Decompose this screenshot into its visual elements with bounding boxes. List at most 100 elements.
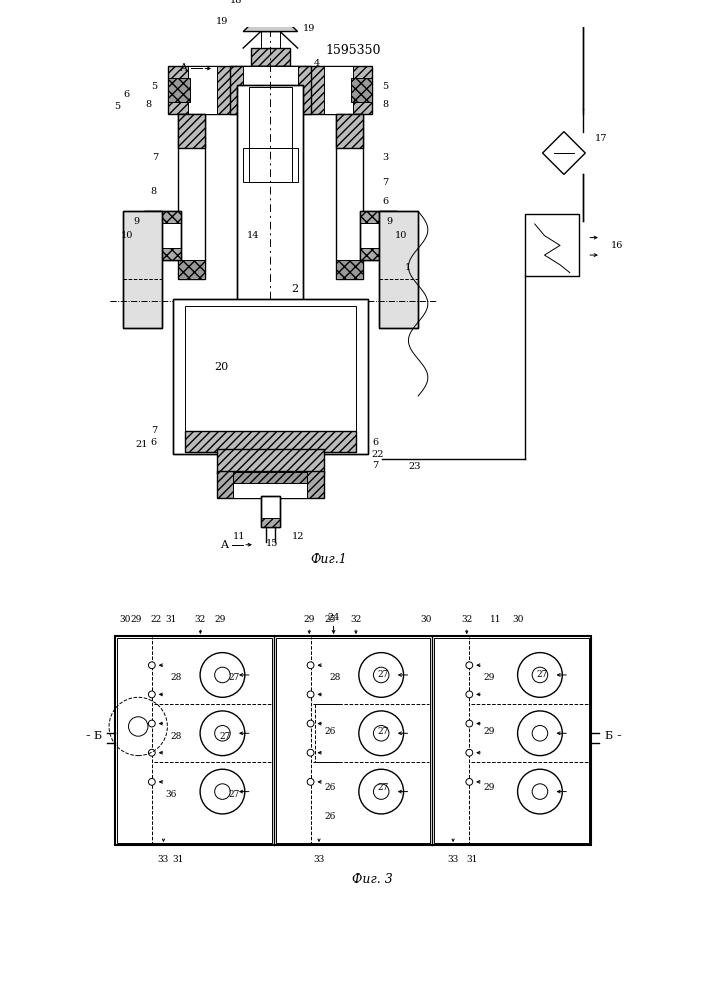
Bar — [144, 211, 181, 260]
Text: 29: 29 — [483, 783, 494, 792]
Text: 7: 7 — [151, 426, 157, 435]
Text: 28: 28 — [170, 732, 182, 741]
Bar — [178, 114, 205, 148]
Text: 28: 28 — [170, 673, 182, 682]
Text: 26: 26 — [325, 727, 336, 736]
Bar — [178, 260, 205, 279]
Text: -: - — [616, 729, 621, 743]
Text: 26: 26 — [325, 812, 336, 821]
Text: 32: 32 — [461, 615, 472, 624]
Bar — [379, 211, 418, 328]
Bar — [168, 66, 373, 114]
Text: 31: 31 — [467, 855, 478, 864]
Text: 11: 11 — [490, 615, 502, 624]
Text: 10: 10 — [120, 231, 133, 240]
Bar — [251, 48, 290, 66]
Text: 33: 33 — [448, 855, 459, 864]
Text: 7: 7 — [373, 461, 378, 470]
Text: 2: 2 — [291, 284, 298, 294]
Bar — [144, 248, 181, 260]
Text: A: A — [220, 540, 228, 550]
Bar — [117, 638, 271, 843]
Text: 20: 20 — [215, 362, 229, 372]
Circle shape — [466, 778, 473, 785]
Text: 23: 23 — [408, 462, 421, 471]
Text: 8: 8 — [382, 100, 388, 109]
Text: Фиг.1: Фиг.1 — [310, 553, 347, 566]
Bar — [178, 114, 205, 148]
Text: 29: 29 — [214, 615, 226, 624]
Bar — [360, 211, 397, 260]
Text: Б: Б — [93, 731, 102, 741]
Circle shape — [466, 749, 473, 756]
Text: Фиг. 3: Фиг. 3 — [352, 873, 393, 886]
Circle shape — [307, 720, 314, 727]
Bar — [243, 66, 298, 114]
Bar — [261, 496, 280, 527]
Text: 27: 27 — [229, 673, 240, 682]
Bar — [123, 211, 161, 328]
Bar — [185, 431, 356, 452]
Bar — [262, 0, 278, 5]
Text: 14: 14 — [247, 231, 259, 240]
Text: 18: 18 — [230, 0, 243, 5]
Text: 30: 30 — [513, 615, 524, 624]
Bar — [262, 0, 278, 5]
Text: -: - — [86, 729, 90, 743]
Text: 5: 5 — [382, 82, 388, 91]
Bar — [249, 148, 292, 182]
Text: 27: 27 — [378, 727, 389, 736]
Text: 28: 28 — [329, 673, 341, 682]
Bar — [230, 66, 311, 114]
Bar — [434, 638, 589, 843]
Circle shape — [148, 662, 156, 669]
Bar — [173, 299, 368, 454]
Text: 8: 8 — [146, 100, 152, 109]
Circle shape — [307, 749, 314, 756]
Text: 12: 12 — [291, 532, 304, 541]
Text: 9: 9 — [386, 217, 392, 226]
Text: 6: 6 — [124, 90, 129, 99]
Bar — [185, 306, 356, 449]
Bar — [379, 211, 418, 328]
Bar — [249, 87, 292, 163]
Text: 5: 5 — [114, 102, 120, 111]
Bar — [243, 148, 298, 182]
Bar — [173, 299, 368, 454]
Text: 9: 9 — [133, 217, 139, 226]
Text: A: A — [179, 63, 187, 73]
Bar — [185, 431, 356, 452]
Circle shape — [466, 662, 473, 669]
Circle shape — [307, 691, 314, 698]
Bar — [230, 66, 311, 114]
Polygon shape — [243, 5, 298, 32]
Bar — [233, 471, 308, 498]
Text: 36: 36 — [165, 790, 177, 799]
Bar — [144, 211, 181, 223]
Text: 8: 8 — [151, 187, 157, 196]
Bar — [251, 48, 290, 66]
Bar — [233, 472, 308, 483]
Circle shape — [148, 749, 156, 756]
Text: 30: 30 — [119, 615, 130, 624]
Text: Б: Б — [604, 731, 613, 741]
Text: 33: 33 — [313, 855, 325, 864]
Bar — [336, 114, 363, 148]
Text: 24: 24 — [327, 613, 340, 622]
Text: 27: 27 — [537, 670, 548, 679]
Bar — [336, 114, 363, 279]
Bar — [324, 66, 353, 114]
Text: 26: 26 — [325, 783, 336, 792]
Text: 31: 31 — [173, 855, 184, 864]
Text: 3: 3 — [382, 153, 388, 162]
Text: 17: 17 — [595, 134, 607, 143]
Bar — [115, 636, 591, 845]
Bar — [217, 449, 324, 474]
Text: 1595350: 1595350 — [325, 44, 381, 57]
Circle shape — [307, 662, 314, 669]
Text: 10: 10 — [395, 231, 407, 240]
Text: 29: 29 — [303, 615, 315, 624]
Circle shape — [466, 720, 473, 727]
Text: 33: 33 — [158, 855, 169, 864]
Text: 32: 32 — [350, 615, 361, 624]
